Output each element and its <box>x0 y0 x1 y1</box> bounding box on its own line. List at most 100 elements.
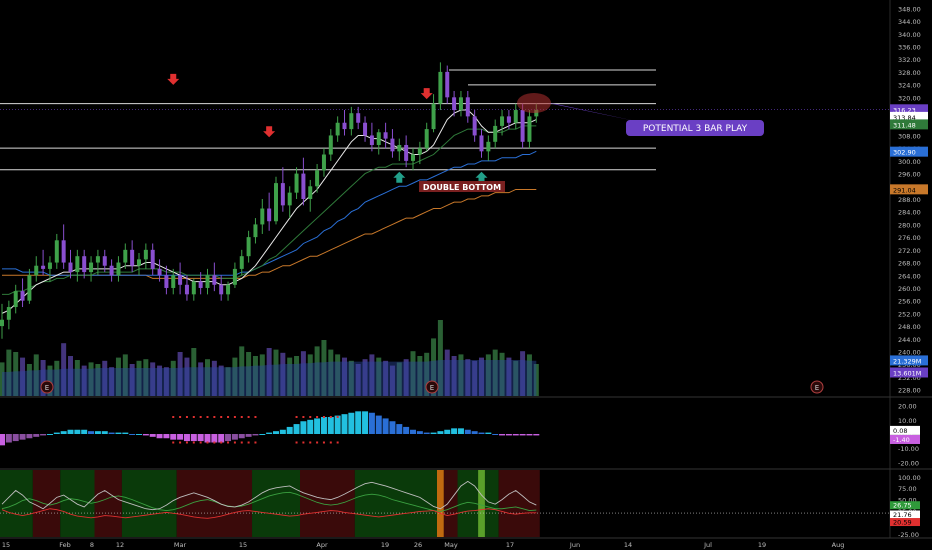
tag-box <box>419 181 505 192</box>
volume-bar <box>526 354 532 396</box>
volume-bar <box>335 354 341 396</box>
macd-histogram-bar <box>5 434 12 443</box>
volume-bar <box>198 362 204 396</box>
macd-histogram-bar <box>519 434 526 436</box>
price-label-box <box>890 104 928 115</box>
candle-body <box>376 132 381 145</box>
x-tick-label: 12 <box>116 541 124 549</box>
macd-histogram-bar <box>225 434 232 442</box>
macd-histogram-bar <box>177 434 184 440</box>
volume-bar <box>246 352 252 396</box>
volume-bar <box>61 343 67 396</box>
macd-signal-dot <box>185 441 188 444</box>
volume-bar <box>369 354 375 396</box>
callout-pointer <box>548 103 640 122</box>
candle-body <box>411 154 415 161</box>
macd-signal-dot <box>199 441 202 444</box>
oscillator-background-band <box>457 470 479 537</box>
oscillator-tick-label: 75.00 <box>898 485 917 493</box>
macd-pane[interactable] <box>0 411 540 446</box>
macd-histogram-bar <box>526 434 533 436</box>
macd-histogram-bar <box>33 434 40 437</box>
price-tick-label: 348.00 <box>898 5 921 13</box>
volume-bar <box>424 352 430 396</box>
price-tick-label: 260.00 <box>898 285 921 293</box>
candle-body <box>369 135 374 145</box>
candle-body <box>20 291 25 301</box>
volume-bar <box>383 360 389 396</box>
macd-signal-dot <box>240 441 243 444</box>
price-tick-label: 308.00 <box>898 132 921 140</box>
candle-body <box>383 132 388 139</box>
oscillator-label-text: 21.76 <box>893 511 912 519</box>
volume-bar <box>328 349 334 396</box>
macd-signal-dot <box>240 416 243 418</box>
macd-histogram-bar <box>403 426 410 434</box>
macd-signal-dot <box>213 441 216 444</box>
volume-bar <box>472 360 478 396</box>
price-tick-label: 328.00 <box>898 69 921 77</box>
macd-histogram-bar <box>129 434 136 435</box>
macd-signal-dot <box>247 416 250 418</box>
candle-body <box>191 281 196 295</box>
candle-body <box>109 265 114 276</box>
macd-signal-dot <box>206 441 209 444</box>
macd-signal-dot <box>254 441 257 444</box>
x-tick-label: 15 <box>239 541 247 549</box>
x-tick-label: 19 <box>758 541 766 549</box>
candle-body <box>184 284 189 295</box>
macd-histogram-bar <box>170 434 177 440</box>
candle-body <box>178 275 183 285</box>
volume-bar <box>342 357 347 396</box>
candle-body <box>417 148 422 155</box>
price-label-text: 302.90 <box>893 149 916 157</box>
candle-body <box>198 281 203 288</box>
oscillator-background-band <box>354 470 437 537</box>
macd-histogram-bar <box>505 434 512 436</box>
oscillator-label-text: 20.59 <box>893 519 912 527</box>
candle-body <box>506 116 511 123</box>
price-tick-label: 256.00 <box>898 298 921 306</box>
macd-tick-label: -20.00 <box>898 459 919 467</box>
macd-histogram-bar <box>355 411 362 434</box>
macd-histogram-bar <box>81 429 88 434</box>
macd-label-box <box>890 434 920 444</box>
price-label-text: 21.329M <box>893 357 921 365</box>
macd-signal-dot <box>247 441 250 444</box>
candle-body <box>500 116 505 126</box>
macd-histogram-bar <box>197 434 204 442</box>
candle-body <box>280 183 285 206</box>
oscillator-pane[interactable] <box>0 470 890 537</box>
candle-body <box>61 240 66 263</box>
macd-histogram-bar <box>279 429 286 434</box>
arrow-down-marker <box>167 73 180 85</box>
volume-bar <box>396 362 402 396</box>
price-label-text: 316.23 <box>893 106 916 114</box>
macd-histogram-bar <box>375 415 382 434</box>
macd-histogram-bar <box>74 429 81 434</box>
candle-body <box>335 122 340 136</box>
volume-bar <box>499 352 505 396</box>
price-tick-label: 232.00 <box>898 374 921 382</box>
candle-body <box>493 125 498 142</box>
volume-bar <box>102 360 108 396</box>
macd-histogram-bar <box>416 431 423 434</box>
macd-signal-dot <box>336 441 339 444</box>
candle-body <box>75 256 80 273</box>
candle-body <box>404 144 409 161</box>
macd-signal-dot <box>192 416 195 418</box>
price-tick-label: 300.00 <box>898 158 921 166</box>
volume-bar <box>184 357 190 396</box>
volume-bar <box>150 362 156 396</box>
macd-signal-dot <box>172 416 175 418</box>
earnings-marker-label: E <box>430 384 434 392</box>
macd-histogram-bar <box>464 429 471 434</box>
candle-body <box>171 275 176 288</box>
volume-bar <box>143 359 149 396</box>
volume-bar <box>40 360 46 396</box>
macd-signal-dot <box>233 441 236 444</box>
macd-histogram-bar <box>341 414 348 434</box>
price-tick-label: 332.00 <box>898 56 921 64</box>
